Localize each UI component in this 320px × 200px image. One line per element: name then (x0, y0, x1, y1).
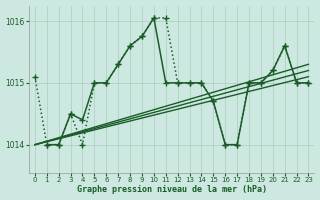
X-axis label: Graphe pression niveau de la mer (hPa): Graphe pression niveau de la mer (hPa) (77, 185, 267, 194)
